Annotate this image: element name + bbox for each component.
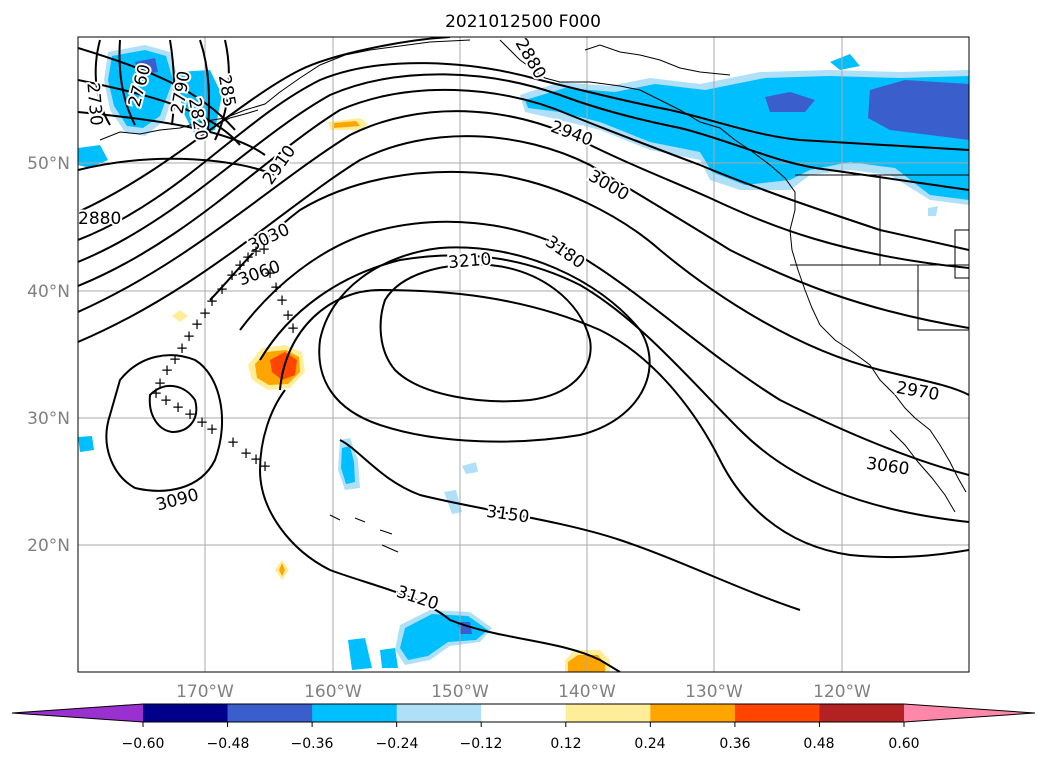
cross-marker: + [196,413,209,431]
cross-marker: + [276,291,289,309]
map-panel: 2730 2760 2790 2820 285 2880 2910 2940 2… [78,37,969,672]
lon-label: 130°W [685,682,743,702]
cross-marker: + [250,450,263,468]
lon-label: 140°W [558,682,616,702]
contour-label: 285 [214,73,239,108]
colorbar-segment [396,704,482,722]
colorbar-segment [819,704,905,722]
figure-title: 2021012500 F000 [445,12,601,32]
cross-marker: + [199,304,212,322]
lon-label: 120°W [813,682,871,702]
cross-marker: + [172,398,185,416]
colorbar-segment [565,704,651,722]
contour-label: 2730 [82,82,106,127]
colorbar-tick-label: 0.36 [719,736,750,752]
cross-marker: + [227,433,240,451]
cross-marker: + [287,319,300,337]
longitude-labels: 170°W 160°W 150°W 140°W 130°W 120°W [176,682,871,702]
cross-marker: + [258,240,271,258]
colorbar-tick-label: 0.12 [550,736,581,752]
cross-marker: + [234,256,247,274]
latitude-labels: 50°N 40°N 30°N 20°N [27,154,70,556]
cross-marker: + [191,315,204,333]
cross-markers: + + + + + + + + + + + + + + + + + + + + … [150,240,300,475]
colorbar-extend-min [12,704,143,722]
colorbar-ticks [142,722,905,727]
lat-label: 40°N [27,282,70,302]
cross-marker: + [154,374,167,392]
colorbar-tick-label: −0.36 [291,736,334,752]
cross-marker: + [160,391,173,409]
colorbar-tick-label: 0.48 [803,736,834,752]
colorbar-tick-labels: −0.60 −0.48 −0.36 −0.24 −0.12 0.12 0.24 … [122,736,920,752]
colorbar-segment [312,704,398,722]
cross-marker: + [259,457,272,475]
lat-label: 30°N [27,409,70,429]
colorbar-tick-label: −0.60 [122,736,165,752]
cross-marker: + [183,327,196,345]
cross-marker: + [161,361,174,379]
colorbar-segment [734,704,820,722]
cross-marker: + [270,278,283,296]
cross-marker: + [240,444,253,462]
colorbar-tick-label: −0.24 [376,736,419,752]
colorbar-segment [481,704,567,722]
colorbar-extend-max [904,704,1035,722]
contour-label: 3210 [447,249,492,273]
colorbar-segment [227,704,313,722]
cross-marker: + [242,248,255,266]
colorbar: −0.60 −0.48 −0.36 −0.24 −0.12 0.12 0.24 … [11,703,1036,752]
lon-label: 150°W [431,682,489,702]
cross-marker: + [282,306,295,324]
cross-marker: + [206,292,219,310]
lat-label: 20°N [27,536,70,556]
cross-marker: + [216,280,229,298]
colorbar-segments [12,704,1035,722]
colorbar-tick-label: 0.60 [888,736,919,752]
colorbar-tick-label: −0.48 [207,736,250,752]
lat-label: 50°N [27,154,70,174]
colorbar-tick-label: −0.12 [460,736,503,752]
cross-marker: + [206,420,219,438]
colorbar-segment [650,704,736,722]
colorbar-segment [143,704,229,722]
cross-marker: + [184,405,197,423]
cross-marker: + [264,264,277,282]
height-contours [78,37,969,672]
colorbar-tick-label: 0.24 [634,736,665,752]
cross-marker: + [169,350,182,368]
shaded-anomaly-fields [78,45,969,672]
cross-marker: + [250,242,263,260]
lon-label: 160°W [304,682,362,702]
lon-label: 170°W [176,682,234,702]
cross-marker: + [150,384,163,402]
cross-marker: + [226,266,239,284]
map-frame [77,36,970,673]
contour-label: 2880 [78,209,121,229]
cross-marker: + [176,339,189,357]
